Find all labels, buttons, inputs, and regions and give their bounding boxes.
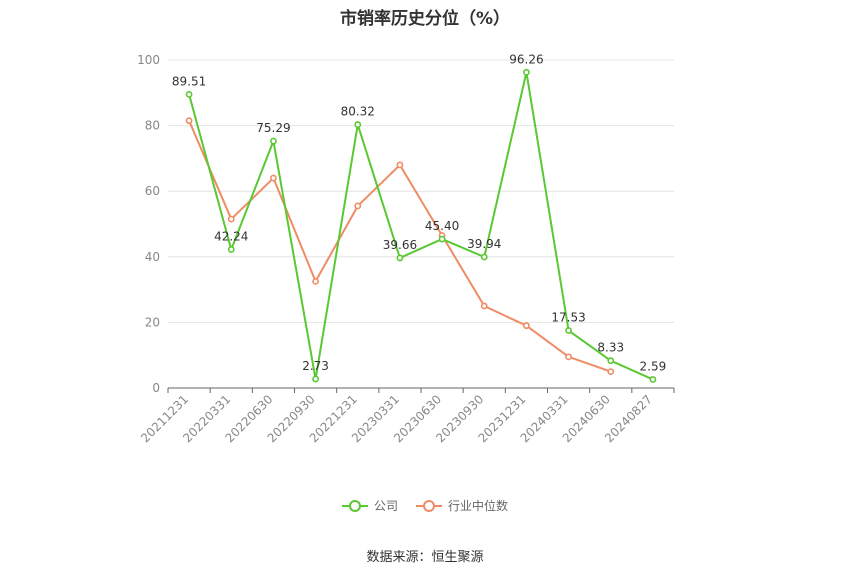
y-tick-label: 80 — [145, 119, 160, 133]
data-label: 80.32 — [341, 105, 375, 119]
legend-symbol-industry — [416, 499, 442, 513]
legend-label-company: 公司 — [373, 499, 398, 513]
legend-item-company[interactable]: 公司 — [341, 497, 398, 514]
data-point — [480, 253, 488, 261]
data-point — [523, 68, 530, 76]
data-point — [438, 235, 446, 243]
data-point — [227, 215, 235, 223]
legend-label-industry: 行业中位数 — [448, 499, 509, 513]
legend: 公司 行业中位数 — [0, 497, 850, 514]
data-source: 数据来源：恒生聚源 — [366, 550, 484, 565]
data-point — [396, 254, 404, 262]
data-label: 75.29 — [256, 121, 290, 135]
data-point — [649, 376, 657, 383]
legend-item-industry[interactable]: 行业中位数 — [416, 497, 508, 514]
grid-layer — [168, 59, 674, 323]
data-label: 89.51 — [172, 74, 206, 88]
y-tick-label: 40 — [145, 250, 160, 264]
data-point — [565, 327, 572, 334]
label-layer: 89.51 42.24 75.29 2.73 80.32 39.66 45.40 39.94 9… — [172, 52, 666, 373]
data-point — [312, 277, 319, 285]
data-label: 96.26 — [509, 52, 543, 66]
data-label: 39.66 — [383, 238, 417, 252]
data-point — [227, 246, 235, 253]
data-label: 8.33 — [597, 341, 624, 355]
y-tick-label: 60 — [145, 184, 160, 198]
data-point — [523, 322, 530, 330]
data-point — [185, 117, 193, 125]
series-line-company — [188, 71, 654, 381]
y-tick-label: 20 — [145, 315, 160, 329]
data-point — [312, 375, 319, 383]
data-label: 39.94 — [467, 237, 501, 251]
data-label: 2.73 — [302, 359, 329, 373]
data-point — [565, 353, 572, 361]
legend-symbol-company — [341, 499, 368, 513]
data-point — [607, 368, 615, 375]
data-point — [185, 91, 193, 98]
data-label: 17.53 — [551, 311, 585, 325]
data-point — [480, 302, 488, 310]
data-point — [607, 357, 615, 365]
data-label: 2.59 — [640, 360, 667, 374]
data-point — [354, 202, 362, 210]
data-point — [270, 137, 277, 145]
data-point — [396, 161, 404, 169]
y-tick-label: 100 — [137, 53, 160, 67]
data-label: 42.24 — [214, 229, 248, 243]
data-point — [270, 174, 277, 182]
y-tick-label: 0 — [152, 381, 160, 395]
series-layer — [185, 68, 657, 383]
data-label: 45.40 — [425, 219, 459, 233]
chart-title: 市销率历史分位（%） — [339, 9, 511, 29]
data-point — [354, 121, 362, 128]
